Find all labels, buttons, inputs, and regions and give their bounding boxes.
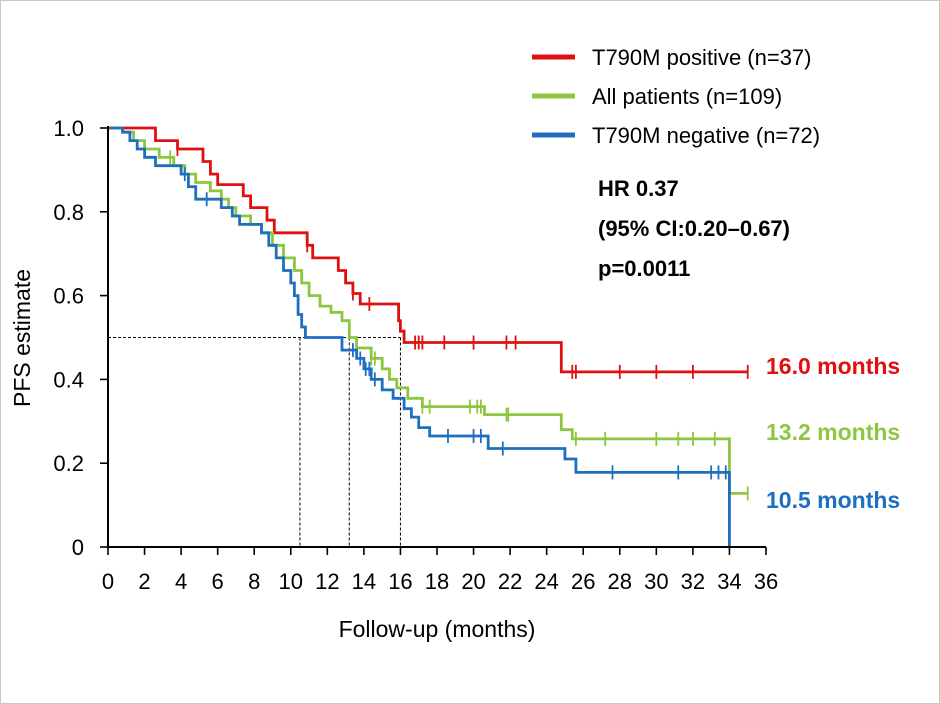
x-tick-label: 26 [571,569,595,594]
median-guides [108,337,401,547]
x-tick-label: 0 [102,569,114,594]
x-tick-label: 34 [717,569,741,594]
axes: 0 2 4 6 8 10 12 14 16 18 20 22 24 26 28 30 32 34 3600.20.4… [53,116,778,594]
x-tick-label: 8 [248,569,260,594]
y-tick-label: 1.0 [53,116,84,141]
x-tick-label: 30 [644,569,668,594]
x-tick-label: 18 [425,569,449,594]
x-tick-label: 16 [388,569,412,594]
legend-label: T790M negative (n=72) [592,123,820,148]
x-tick-label: 12 [315,569,339,594]
y-tick-label: 0.2 [53,451,84,476]
x-tick-label: 32 [681,569,705,594]
y-tick-label: 0 [72,535,84,560]
x-tick-label: 36 [754,569,778,594]
legend-label: T790M positive (n=37) [592,45,812,70]
x-tick-label: 24 [534,569,558,594]
confidence-interval: (95% CI:0.20–0.67) [598,216,790,241]
x-tick-label: 20 [461,569,485,594]
x-tick-label: 10 [279,569,303,594]
median-label: 10.5 months [766,487,900,513]
y-tick-label: 0.8 [53,200,84,225]
x-axis-title: Follow-up (months) [339,616,536,642]
hazard-ratio: HR 0.37 [598,176,679,201]
x-tick-label: 22 [498,569,522,594]
y-tick-label: 0.4 [53,367,84,392]
y-axis-title: PFS estimate [9,269,35,407]
survival-curve-0 [108,126,748,374]
legend-label: All patients (n=109) [592,84,782,109]
x-tick-label: 14 [352,569,376,594]
median-label: 13.2 months [766,419,900,445]
stats-block: HR 0.37 (95% CI:0.20–0.67) p=0.0011 [598,176,790,281]
km-curves [108,126,749,547]
x-tick-label: 4 [175,569,187,594]
median-labels: 16.0 months 13.2 months 10.5 months [766,353,900,513]
x-tick-label: 28 [608,569,632,594]
legend: T790M positive (n=37) All patients (n=109… [532,45,820,148]
x-tick-label: 6 [212,569,224,594]
p-value: p=0.0011 [598,256,690,281]
y-tick-label: 0.6 [53,284,84,309]
x-tick-label: 2 [138,569,150,594]
survival-curve-2 [108,126,731,547]
median-label: 16.0 months [766,353,900,379]
